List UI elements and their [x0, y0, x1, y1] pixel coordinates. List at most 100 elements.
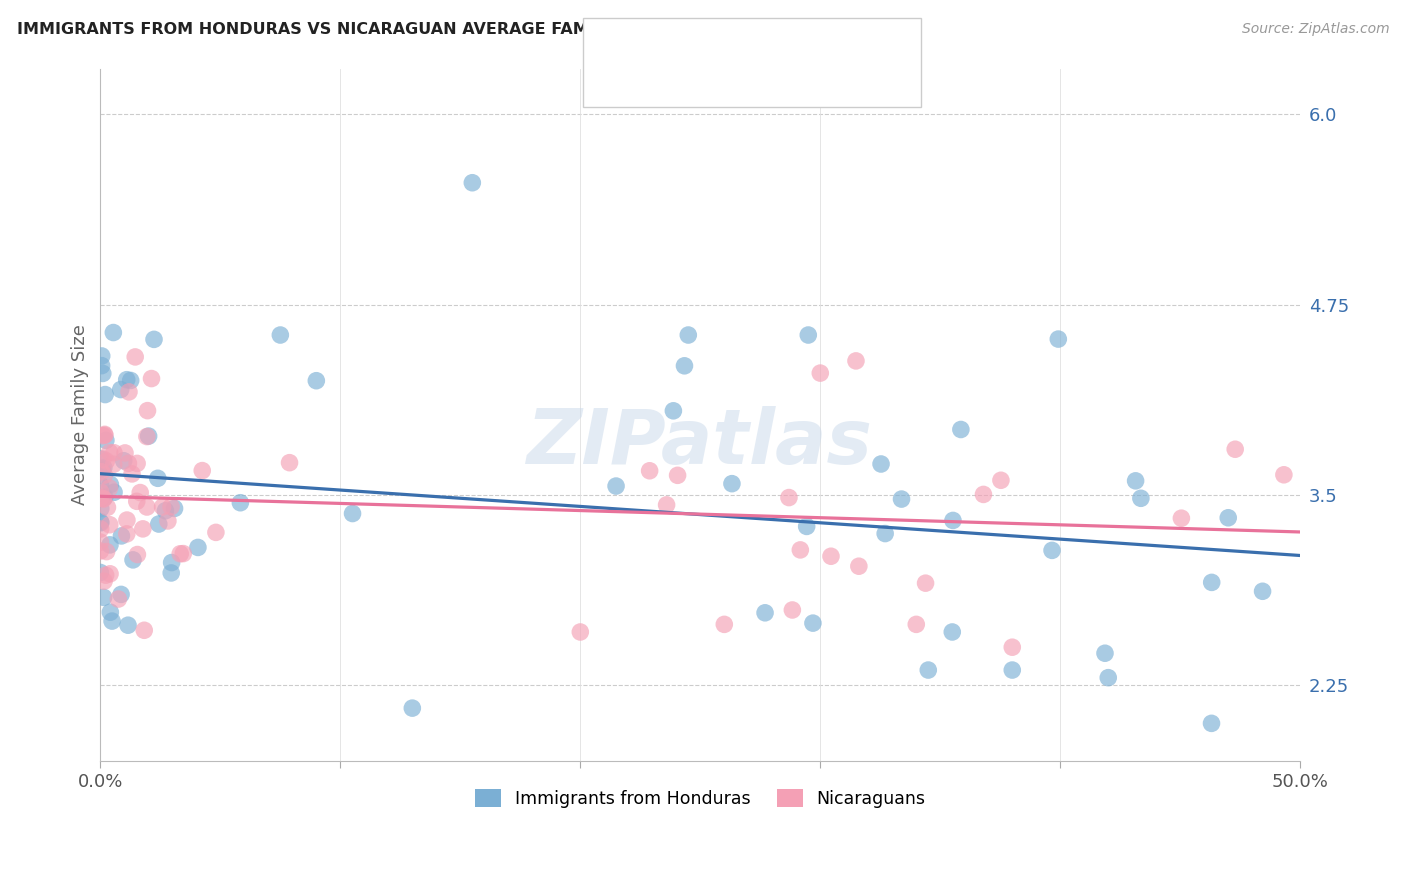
Point [655, 498, 678, 512]
Point [94, 387, 117, 401]
Point [638, 464, 661, 478]
Point [90, 485, 112, 500]
Point [121, 467, 143, 481]
Point [103, 326, 125, 340]
Point [107, 592, 129, 607]
Point [820, 549, 842, 564]
Point [875, 526, 897, 541]
Point [132, 522, 155, 536]
Point [94, 568, 117, 582]
Text: -0.041: -0.041 [682, 74, 747, 92]
Text: 70: 70 [806, 74, 831, 92]
Point [789, 542, 811, 557]
Point [152, 500, 174, 514]
Point [1201, 575, 1223, 590]
Point [278, 456, 301, 470]
Point [1047, 332, 1070, 346]
Point [1125, 474, 1147, 488]
Point [1225, 442, 1247, 457]
Point [115, 513, 138, 527]
Point [90, 516, 112, 530]
Text: R =: R = [640, 74, 679, 92]
Point [93, 468, 115, 483]
Point [93, 591, 115, 605]
Point [127, 548, 149, 562]
Point [848, 559, 870, 574]
Point [90, 465, 112, 479]
Point [146, 471, 169, 485]
Point [143, 332, 166, 346]
Point [96, 500, 118, 515]
Point [678, 328, 700, 343]
Point [917, 663, 939, 677]
Point [98, 445, 121, 459]
Point [1040, 543, 1063, 558]
Point [191, 464, 214, 478]
Point [949, 422, 972, 436]
Point [134, 624, 156, 638]
Point [114, 446, 136, 460]
Point [115, 373, 138, 387]
Point [141, 371, 163, 385]
Point [103, 485, 125, 500]
Text: ZIPatlas: ZIPatlas [527, 406, 873, 480]
Point [89, 544, 111, 558]
Point [91, 429, 114, 443]
Point [93, 460, 115, 475]
Point [155, 504, 177, 518]
Point [96, 544, 118, 558]
Point [797, 328, 820, 343]
Point [1001, 640, 1024, 655]
Text: R =: R = [640, 33, 679, 51]
Point [89, 535, 111, 549]
Point [122, 553, 145, 567]
Point [112, 454, 135, 468]
Point [172, 547, 194, 561]
Point [115, 527, 138, 541]
Point [148, 516, 170, 531]
Point [163, 501, 186, 516]
Point [93, 574, 115, 589]
Point [90, 515, 112, 529]
Point [91, 452, 114, 467]
Point [94, 434, 117, 448]
Point [98, 481, 121, 495]
Point [110, 529, 132, 543]
Point [90, 359, 112, 373]
Point [1094, 646, 1116, 660]
Point [120, 374, 142, 388]
Point [890, 492, 912, 507]
Point [94, 490, 117, 504]
Point [342, 507, 364, 521]
Point [89, 461, 111, 475]
Point [127, 456, 149, 470]
Point [93, 491, 115, 506]
Point [942, 513, 965, 527]
Point [156, 514, 179, 528]
Point [103, 446, 125, 460]
Text: IMMIGRANTS FROM HONDURAS VS NICARAGUAN AVERAGE FAMILY SIZE CORRELATION CHART: IMMIGRANTS FROM HONDURAS VS NICARAGUAN A… [17, 22, 858, 37]
Point [118, 384, 141, 399]
Point [778, 491, 800, 505]
Point [569, 624, 592, 639]
Point [160, 500, 183, 514]
Point [845, 354, 868, 368]
Legend: Immigrants from Honduras, Nicaraguans: Immigrants from Honduras, Nicaraguans [468, 782, 932, 815]
Point [93, 427, 115, 442]
Point [103, 457, 125, 471]
Point [135, 429, 157, 443]
Text: Source: ZipAtlas.com: Source: ZipAtlas.com [1241, 22, 1389, 37]
Text: 72: 72 [806, 33, 831, 51]
Point [673, 359, 696, 373]
Point [401, 701, 423, 715]
Point [90, 501, 112, 516]
Point [662, 404, 685, 418]
Point [1170, 511, 1192, 525]
Point [187, 541, 209, 555]
Point [101, 614, 124, 628]
Point [941, 624, 963, 639]
Point [91, 367, 114, 381]
Point [1129, 491, 1152, 506]
Point [754, 606, 776, 620]
Point [89, 566, 111, 580]
